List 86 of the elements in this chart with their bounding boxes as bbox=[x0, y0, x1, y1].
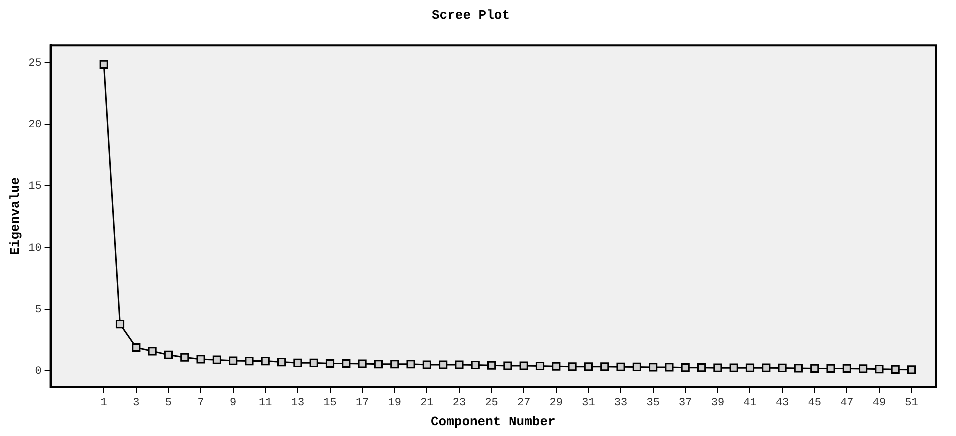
point bbox=[488, 361, 496, 370]
x-tick-label: 27 bbox=[517, 398, 531, 410]
point bbox=[649, 363, 658, 372]
point bbox=[584, 362, 593, 372]
point bbox=[697, 364, 706, 372]
x-tick-label: 51 bbox=[905, 398, 919, 410]
point bbox=[552, 362, 561, 371]
point bbox=[342, 359, 351, 368]
x-tick-label: 39 bbox=[711, 398, 725, 410]
y-tick-label: 0 bbox=[35, 366, 42, 378]
point bbox=[390, 360, 400, 369]
point bbox=[778, 364, 787, 372]
x-tick-label: 3 bbox=[133, 398, 140, 410]
x-tick-label: 19 bbox=[388, 398, 402, 410]
point bbox=[310, 358, 318, 368]
x-tick-label: 7 bbox=[198, 398, 204, 410]
point bbox=[504, 362, 512, 370]
point bbox=[180, 353, 190, 362]
point bbox=[261, 357, 270, 366]
point bbox=[536, 362, 545, 371]
x-tick-label: 33 bbox=[614, 398, 628, 410]
x-tick-label: 45 bbox=[808, 398, 822, 410]
point bbox=[907, 366, 916, 374]
x-tick-label: 1 bbox=[100, 398, 108, 410]
point bbox=[842, 364, 852, 373]
y-tick-label: 5 bbox=[35, 304, 42, 316]
point bbox=[455, 360, 464, 370]
x-tick-label: 21 bbox=[420, 398, 434, 410]
point bbox=[568, 362, 577, 372]
y-tick-label: 25 bbox=[28, 58, 42, 70]
point bbox=[164, 350, 174, 360]
y-axis-title: Eigenvalue bbox=[8, 177, 24, 256]
x-axis-title: Component Number bbox=[430, 414, 556, 430]
x-tick-label: 41 bbox=[744, 398, 758, 410]
point bbox=[746, 364, 755, 372]
point bbox=[681, 364, 690, 372]
point bbox=[730, 364, 738, 372]
chart-title: Scree Plot bbox=[432, 8, 510, 24]
point bbox=[600, 362, 610, 372]
x-tick-label: 25 bbox=[485, 398, 498, 410]
y-tick-label: 20 bbox=[28, 119, 42, 132]
point bbox=[132, 343, 141, 352]
point bbox=[520, 362, 528, 370]
point bbox=[859, 364, 868, 374]
y-tick-label: 15 bbox=[28, 181, 42, 194]
point bbox=[406, 360, 416, 369]
x-tick-label: 5 bbox=[165, 398, 172, 410]
x-tick-label: 31 bbox=[582, 398, 596, 410]
x-tick-label: 37 bbox=[679, 398, 692, 410]
point bbox=[875, 365, 884, 374]
x-tick-label: 15 bbox=[324, 398, 337, 410]
point bbox=[148, 347, 157, 356]
point bbox=[632, 362, 642, 372]
point bbox=[616, 362, 626, 372]
x-tick-label: 29 bbox=[550, 398, 563, 410]
x-tick-label: 23 bbox=[452, 398, 466, 410]
point bbox=[358, 360, 367, 368]
x-tick-label: 17 bbox=[356, 398, 370, 410]
point bbox=[374, 360, 383, 369]
point bbox=[294, 358, 302, 368]
point bbox=[116, 320, 125, 329]
point bbox=[665, 363, 674, 372]
point bbox=[891, 365, 900, 374]
point bbox=[326, 359, 335, 368]
point bbox=[794, 364, 803, 373]
point bbox=[212, 356, 222, 364]
point bbox=[196, 355, 206, 364]
point bbox=[245, 357, 254, 366]
x-tick-label: 35 bbox=[646, 398, 660, 410]
point bbox=[471, 360, 480, 370]
x-tick-label: 47 bbox=[840, 398, 854, 410]
x-tick-label: 43 bbox=[776, 398, 790, 410]
point bbox=[229, 356, 238, 366]
point bbox=[278, 358, 286, 367]
y-tick-label: 10 bbox=[28, 242, 42, 255]
x-tick-label: 13 bbox=[291, 398, 305, 410]
point bbox=[714, 364, 722, 372]
point bbox=[762, 364, 771, 372]
point bbox=[422, 360, 432, 370]
point bbox=[826, 364, 836, 373]
x-tick-label: 9 bbox=[230, 398, 237, 410]
point bbox=[439, 360, 448, 370]
x-tick-label: 49 bbox=[872, 398, 886, 410]
x-tick-label: 11 bbox=[259, 398, 273, 410]
point bbox=[100, 60, 108, 69]
point bbox=[810, 364, 820, 373]
